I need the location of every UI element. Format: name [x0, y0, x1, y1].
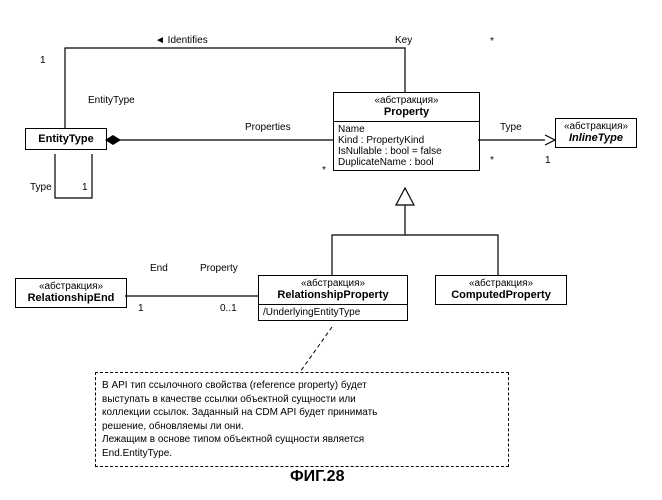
mult: * — [490, 155, 494, 166]
mult: 0..1 — [220, 303, 237, 314]
class-property: «абстракция» Property Name Kind : Proper… — [333, 92, 480, 171]
label-key: Key — [395, 35, 412, 46]
class-computedproperty: «абстракция» ComputedProperty — [435, 275, 567, 305]
class-name: InlineType — [556, 132, 636, 147]
label-end: End — [150, 263, 168, 274]
class-name: ComputedProperty — [436, 289, 566, 304]
mult: * — [322, 165, 326, 176]
note-text: В API тип ссылочного свойства (reference… — [102, 380, 377, 459]
mult: * — [490, 36, 494, 47]
class-inlinetype: «абстракция» InlineType — [555, 118, 637, 148]
class-entitytype: EntityType — [25, 128, 107, 150]
class-name: EntityType — [38, 133, 93, 145]
class-name: RelationshipProperty — [259, 289, 407, 304]
label-identifies: ◄ Identifies — [155, 35, 208, 46]
attr: Name — [338, 124, 475, 135]
mult: 1 — [82, 182, 88, 193]
class-relationshipproperty: «абстракция» RelationshipProperty /Under… — [258, 275, 408, 321]
label-type: Type — [500, 122, 522, 133]
label-type2: Type — [30, 182, 52, 193]
stereotype: «абстракция» — [334, 93, 479, 106]
attributes: Name Kind : PropertyKind IsNullable : bo… — [334, 121, 479, 170]
stereotype: «абстракция» — [16, 279, 126, 292]
attr: Kind : PropertyKind — [338, 135, 475, 146]
label-property: Property — [200, 263, 238, 274]
figure-caption: ФИГ.28 — [290, 468, 344, 486]
stereotype: «абстракция» — [556, 119, 636, 132]
class-relationshipend: «абстракция» RelationshipEnd — [15, 278, 127, 308]
note: В API тип ссылочного свойства (reference… — [95, 372, 509, 467]
attr: DuplicateName : bool — [338, 157, 475, 168]
mult: 1 — [40, 55, 46, 66]
mult: 1 — [545, 155, 551, 166]
stereotype: «абстракция» — [259, 276, 407, 289]
stereotype: «абстракция» — [436, 276, 566, 289]
attr: IsNullable : bool = false — [338, 146, 475, 157]
class-name: Property — [334, 106, 479, 121]
label-entitytype: EntityType — [88, 95, 135, 106]
attributes: /UnderlyingEntityType — [259, 304, 407, 320]
mult: 1 — [138, 303, 144, 314]
attr: /UnderlyingEntityType — [263, 307, 403, 318]
label-properties: Properties — [245, 122, 291, 133]
class-name: RelationshipEnd — [16, 292, 126, 307]
